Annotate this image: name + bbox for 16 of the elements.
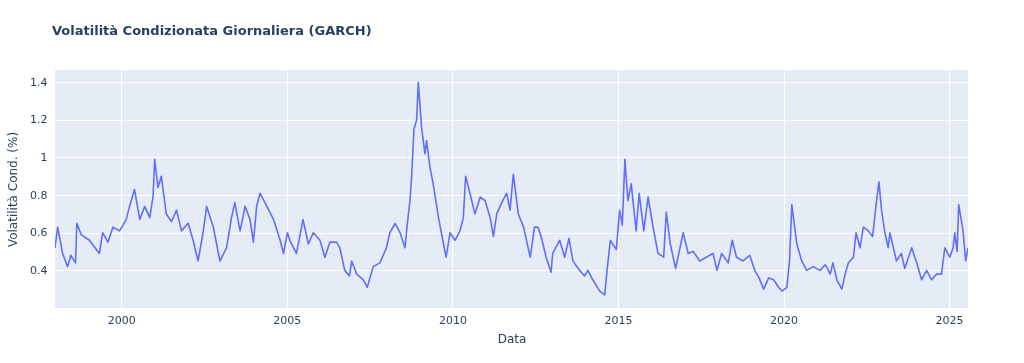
y-tick-label: 0.4 bbox=[30, 263, 48, 277]
line-series bbox=[55, 81, 968, 296]
y-axis-title: Volatilità Cond. (%) bbox=[6, 131, 21, 248]
y-tick-label: 0.6 bbox=[30, 226, 48, 240]
x-tick-label: 2020 bbox=[770, 313, 799, 327]
x-tick-label: 2000 bbox=[107, 313, 136, 327]
y-tick-label: 1.4 bbox=[30, 75, 48, 89]
x-axis-title: Data bbox=[497, 331, 527, 346]
x-tick-label: 2015 bbox=[604, 313, 633, 327]
y-tick-label: 1 bbox=[40, 150, 48, 164]
x-tick-label: 2010 bbox=[438, 313, 467, 327]
chart-title: Volatilità Condizionata Giornaliera (GARCH) bbox=[52, 23, 372, 38]
x-tick-label: 2005 bbox=[273, 313, 302, 327]
x-tick-label: 2025 bbox=[935, 313, 964, 327]
y-tick-label: 1.2 bbox=[30, 113, 48, 127]
y-tick-label: 0.8 bbox=[30, 188, 48, 202]
